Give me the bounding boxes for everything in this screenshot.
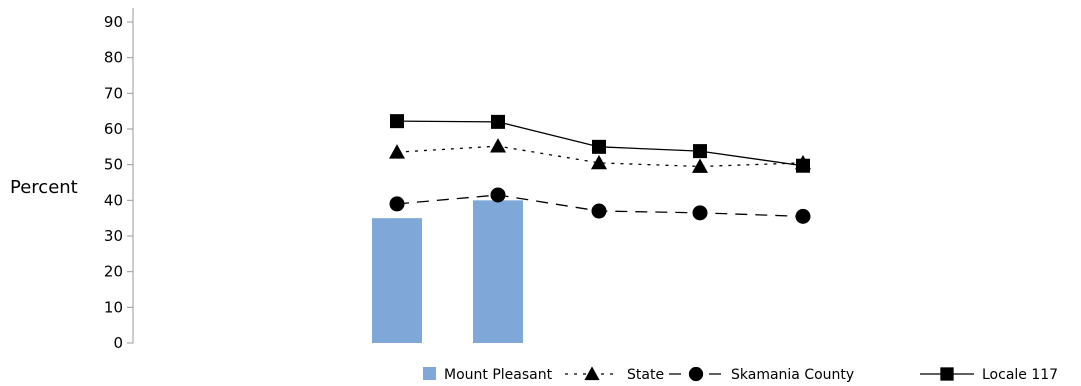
series-lines	[389, 114, 811, 224]
y-tick-label: 60	[104, 120, 123, 138]
y-axis-title: Percent	[10, 177, 78, 198]
point-state	[692, 158, 708, 173]
point-state	[591, 154, 607, 170]
y-tick-label: 90	[104, 13, 123, 31]
bar-mount-pleasant	[372, 218, 422, 343]
point-locale-117	[693, 144, 707, 159]
y-tick-labels: 0 10 20 30 40 50 60 70 80 90	[104, 13, 133, 352]
point-locale-117	[592, 139, 606, 154]
legend-marker-locale-117	[940, 367, 954, 381]
y-tick-label: 70	[104, 84, 123, 102]
bars	[372, 200, 523, 343]
legend-label: Locale 117	[982, 367, 1058, 383]
point-locale-117	[491, 114, 505, 129]
legend: Mount Pleasant State Skamania County Locale…	[423, 366, 1058, 383]
legend-label: Skamania County	[731, 367, 854, 383]
point-state	[490, 138, 506, 153]
y-tick-label: 80	[104, 49, 123, 67]
y-tick-label: 20	[104, 263, 123, 281]
point-locale-117	[796, 158, 810, 173]
legend-label: Mount Pleasant	[444, 367, 553, 383]
point-skamania-county	[795, 208, 811, 224]
legend-swatch-mount-pleasant	[423, 367, 436, 380]
y-axis: 0 10 20 30 40 50 60 70 80 90	[104, 8, 134, 352]
point-skamania-county	[591, 203, 607, 219]
point-state	[389, 144, 405, 159]
y-tick-label: 10	[104, 298, 123, 316]
point-skamania-county	[692, 205, 708, 221]
point-skamania-county	[490, 187, 506, 203]
y-tick-label: 0	[113, 334, 123, 352]
point-locale-117	[390, 114, 404, 129]
legend-label: State	[627, 367, 664, 383]
point-skamania-county	[389, 196, 405, 212]
legend-marker-skamania-county	[688, 366, 704, 382]
y-tick-label: 40	[104, 191, 123, 209]
y-tick-label: 30	[104, 227, 123, 245]
bar-mount-pleasant	[473, 200, 523, 343]
legend-marker-state	[584, 366, 600, 381]
y-tick-label: 50	[104, 156, 123, 174]
